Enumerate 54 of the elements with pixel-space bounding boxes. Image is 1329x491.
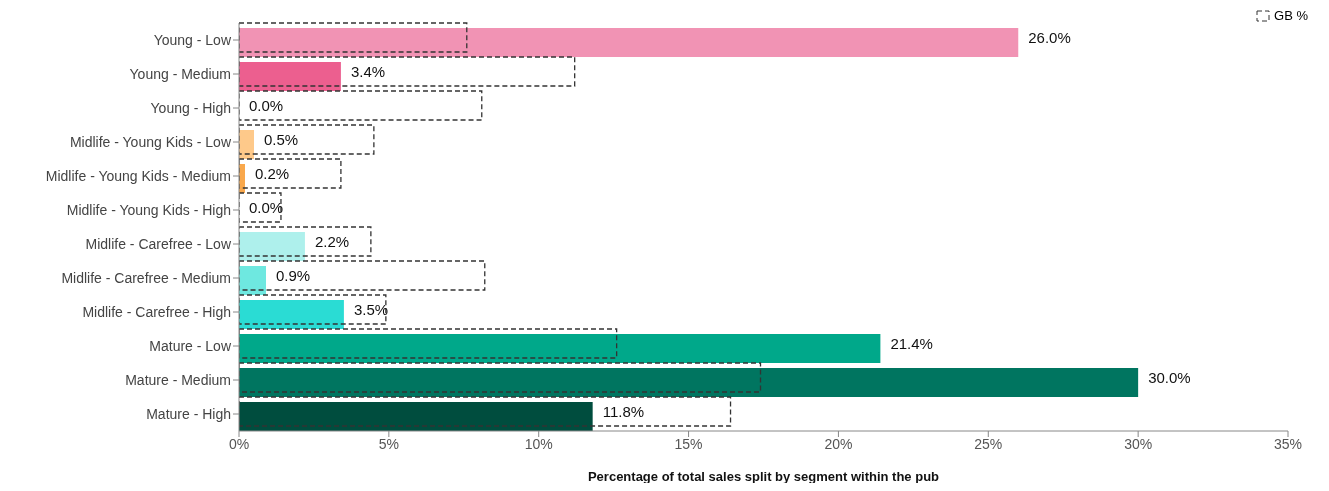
bar <box>239 266 266 295</box>
x-axis-title: Percentage of total sales split by segment within the pub <box>587 469 940 484</box>
y-tick-label: Mature - Medium <box>125 371 231 388</box>
bar <box>239 28 1019 57</box>
x-tick-label: 20% <box>824 435 853 452</box>
legend-label: GB % <box>1274 8 1308 23</box>
x-tick-label: 35% <box>1273 435 1303 452</box>
y-tick-label: Young - High <box>150 99 231 116</box>
y-tick-label: Midlife - Carefree - Low <box>85 235 232 252</box>
bar <box>239 334 881 363</box>
x-tick-label: 10% <box>524 435 553 452</box>
bar <box>239 192 282 223</box>
bar <box>239 56 576 87</box>
x-tick-label: 0% <box>228 435 250 452</box>
y-tick-label: Midlife - Young Kids - Medium <box>45 167 231 184</box>
bar <box>239 22 468 53</box>
data-label: 0.2% <box>254 164 290 182</box>
y-tick-label: Mature - High <box>146 405 231 422</box>
data-label: 0.9% <box>275 266 311 284</box>
y-tick-label: Mature - Low <box>149 337 232 354</box>
bar <box>239 260 486 291</box>
bar <box>239 124 375 155</box>
y-tick-label: Midlife - Young Kids - High <box>66 201 231 218</box>
data-label: 0.0% <box>249 96 284 114</box>
x-tick-label: 5% <box>378 435 399 452</box>
bar <box>239 226 372 257</box>
bar <box>239 90 483 121</box>
data-label: 3.5% <box>353 300 389 318</box>
y-tick-label: Young - Low <box>153 31 232 48</box>
y-tick-label: Midlife - Young Kids - Low <box>69 133 232 150</box>
bar <box>239 300 344 329</box>
y-tick-label: Young - Medium <box>129 65 231 82</box>
bar <box>239 294 387 325</box>
bar <box>239 396 732 427</box>
data-label: 0.0% <box>249 198 284 216</box>
bar <box>239 362 762 393</box>
data-label: 2.2% <box>314 232 350 250</box>
x-tick-label: 15% <box>674 435 703 452</box>
x-tick-label: 25% <box>974 435 1003 452</box>
bar <box>239 402 593 431</box>
bar <box>239 368 1139 397</box>
bar <box>239 328 618 359</box>
data-label: 21.4% <box>890 334 933 352</box>
bar <box>239 158 342 189</box>
y-tick-label: Midlife - Carefree - Medium <box>61 269 231 286</box>
data-label: 11.8% <box>602 402 645 420</box>
bar <box>239 62 341 91</box>
x-tick-label: 30% <box>1124 435 1153 452</box>
y-tick-label: Midlife - Carefree - High <box>82 303 231 320</box>
bar <box>239 232 305 261</box>
data-label: 0.5% <box>263 130 299 148</box>
data-label: 26.0% <box>1028 28 1071 46</box>
data-label: 3.4% <box>350 62 386 80</box>
data-label: 30.0% <box>1148 368 1191 386</box>
